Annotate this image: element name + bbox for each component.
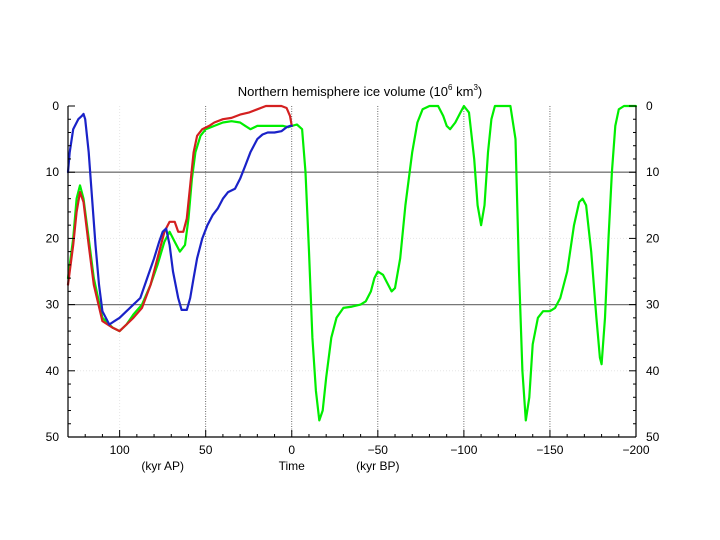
y-tick-label-left-10: 10 — [46, 165, 60, 179]
x-tick-label-50: 50 — [199, 443, 213, 457]
series-line-2 — [66, 104, 293, 333]
x-tick-label-neg100: −100 — [450, 443, 477, 457]
chart-title: Northern hemisphere ice volume (106 km3) — [238, 83, 482, 99]
x-tick-label-100: 100 — [110, 443, 130, 457]
x-tick-label-neg50: −50 — [368, 443, 389, 457]
y-tick-label-left-50: 50 — [46, 430, 60, 444]
axis-layer: 0 0 10 10 20 20 30 30 40 40 50 50 100 50 0 −50 −100 −150 −… — [46, 99, 660, 473]
series-line-1 — [66, 104, 638, 422]
y-tick-label-right-50: 50 — [646, 430, 660, 444]
y-tick-label-right-0: 0 — [646, 99, 653, 113]
x-axis-label-1: Time — [279, 459, 306, 473]
title-km: km — [452, 84, 473, 99]
y-tick-label-right-30: 30 — [646, 298, 660, 312]
series-layer — [66, 104, 638, 422]
y-tick-label-right-20: 20 — [646, 231, 660, 245]
x-axis-label-0: (kyr AP) — [141, 459, 184, 473]
y-tick-label-right-40: 40 — [646, 364, 660, 378]
x-tick-label-0: 0 — [288, 443, 295, 457]
title-main: Northern hemisphere ice volume (10 — [238, 84, 448, 99]
y-tick-label-right-10: 10 — [646, 165, 660, 179]
y-tick-label-left-20: 20 — [46, 231, 60, 245]
title-exponent-6: 6 — [448, 83, 453, 92]
x-axis-label-2: (kyr BP) — [356, 459, 399, 473]
series-line-3 — [66, 112, 293, 326]
title-exponent-3: 3 — [473, 83, 478, 92]
title-close: ) — [478, 84, 482, 99]
y-tick-label-left-40: 40 — [46, 364, 60, 378]
x-tick-label-neg200: −200 — [622, 443, 649, 457]
y-tick-label-left-30: 30 — [46, 298, 60, 312]
y-tick-label-left-0: 0 — [52, 99, 59, 113]
x-tick-label-neg150: −150 — [536, 443, 563, 457]
grid-layer — [68, 106, 636, 437]
